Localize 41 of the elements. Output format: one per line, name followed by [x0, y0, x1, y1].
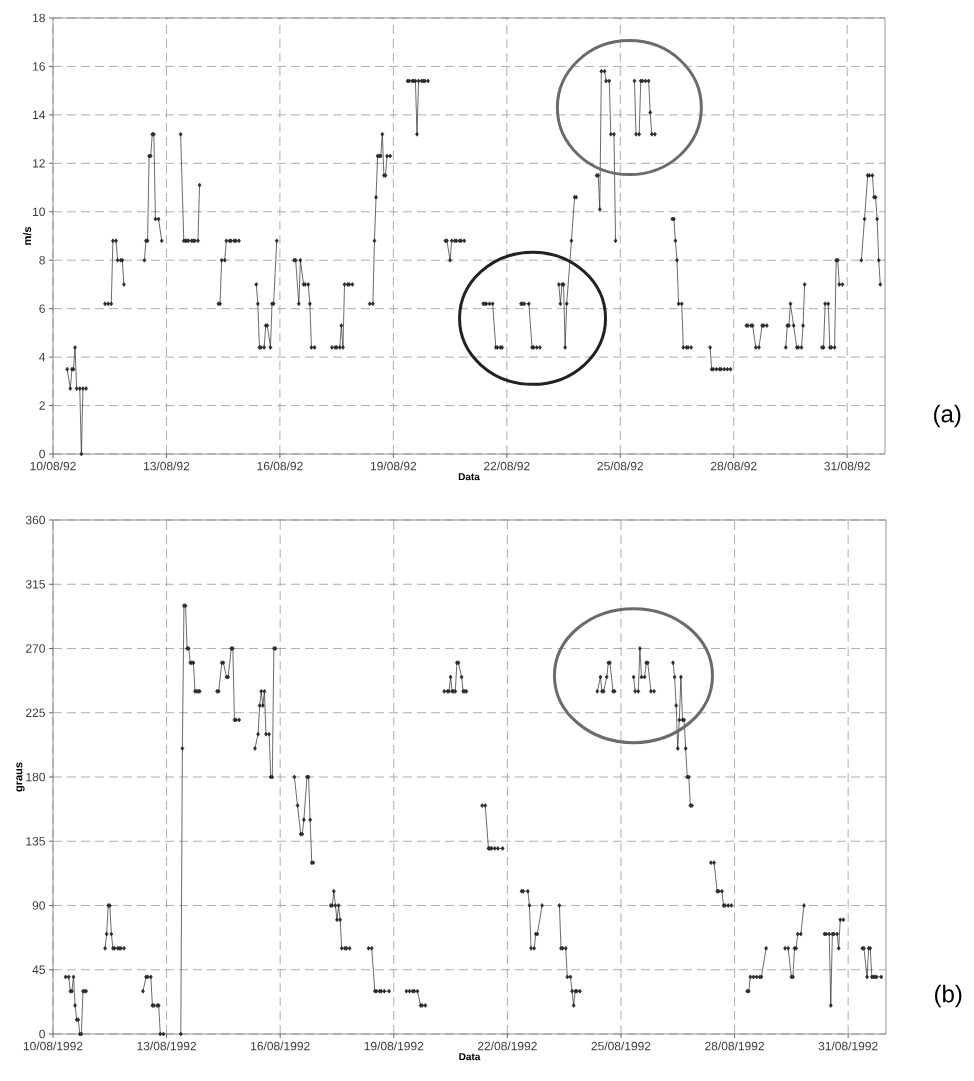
y-tick-label: 45: [32, 965, 45, 974]
x-tick-label: 16/08/1992: [251, 1041, 310, 1051]
x-tick-label: 31/08/92: [824, 461, 870, 471]
y-tick-label: 360: [25, 515, 45, 525]
x-tick-label: 19/08/92: [370, 461, 417, 471]
x-tick-label: 13/08/92: [144, 461, 190, 471]
x-tick-label: 28/08/1992: [705, 1041, 764, 1051]
x-tick-label: 22/08/1992: [477, 1041, 537, 1051]
y-tick-label: 180: [26, 772, 45, 782]
x-axis-title: Data: [459, 1053, 481, 1061]
x-tick-label: 10/08/92: [30, 461, 76, 471]
x-tick-label: 22/08/92: [484, 461, 530, 471]
y-tick-label: 315: [25, 580, 45, 589]
x-tick-label: 10/08/1992: [23, 1041, 83, 1051]
x-tick-label: 25/08/1992: [591, 1041, 651, 1051]
y-tick-label: 12: [33, 159, 45, 168]
y-axis-title: m/s: [23, 226, 32, 245]
x-tick-label: 28/08/92: [710, 461, 757, 471]
y-tick-label: 135: [26, 837, 45, 846]
y-tick-label: 8: [39, 255, 45, 265]
y-tick-label: 0: [39, 449, 45, 459]
x-tick-label: 16/08/92: [257, 461, 303, 471]
y-tick-label: 270: [26, 644, 45, 653]
y-tick-label: 6: [39, 304, 45, 313]
y-tick-label: 4: [39, 352, 46, 362]
y-tick-label: 90: [32, 901, 45, 910]
y-tick-label: 225: [26, 708, 45, 717]
text: (b): [935, 984, 962, 1008]
y-tick-label: 2: [39, 401, 45, 410]
x-tick-label: 19/08/1992: [364, 1041, 424, 1051]
y-tick-label: 18: [33, 13, 45, 23]
x-tick-label: 13/08/1992: [137, 1041, 197, 1051]
x-tick-label: 31/08/1992: [818, 1041, 878, 1051]
y-tick-label: 14: [33, 110, 46, 120]
x-tick-label: 25/08/92: [597, 461, 644, 471]
x-axis-title: Data: [458, 473, 480, 481]
text: (a): [934, 404, 961, 428]
y-axis-title: graus: [16, 762, 25, 792]
y-tick-label: 16: [33, 62, 45, 71]
y-tick-label: 10: [33, 207, 45, 217]
y-tick-label: 0: [39, 1029, 45, 1039]
